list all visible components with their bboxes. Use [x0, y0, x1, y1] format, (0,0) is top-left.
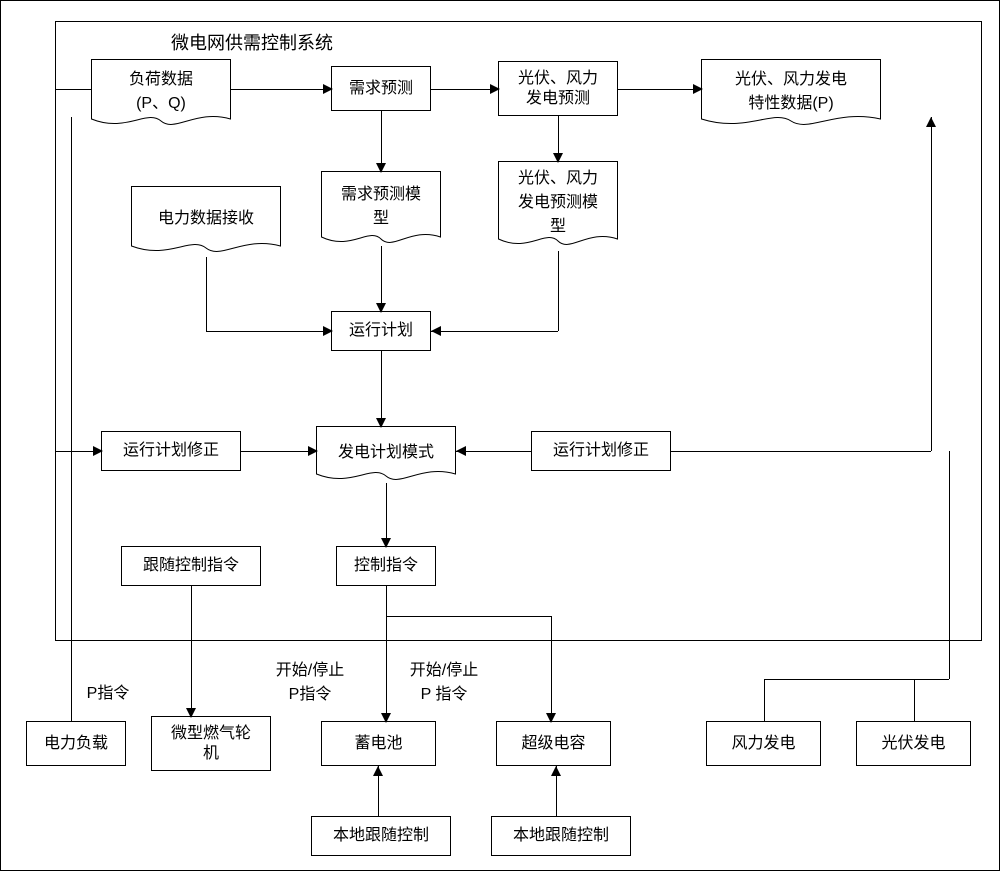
edge-e-precv-down: [206, 257, 207, 331]
node-text-follow_cmd: 跟随控制指令: [143, 556, 239, 576]
edge-e-pvmodel-left: [431, 331, 558, 332]
edge-e-plan-down: [381, 351, 382, 426]
node-text-pv_gen: 光伏发电: [881, 734, 945, 754]
edge-e-demand-to-pvf: [431, 89, 498, 90]
node-text-demand_model: 需求预测模 型: [321, 171, 441, 237]
node-text-local_follow2: 本地跟随控制: [513, 826, 609, 846]
arrow-e-ctrl-sc-down: [546, 713, 556, 723]
edge-e-wind-up: [764, 679, 765, 721]
system-title: 微电网供需控制系统: [171, 29, 333, 55]
arrow-e-dmodel-down: [376, 303, 386, 313]
node-power_recv: 电力数据接收: [131, 186, 281, 258]
node-wind_gen: 风力发电: [706, 721, 821, 766]
arrow-e-frame-to-pfl: [93, 446, 103, 456]
edge-e-ctrl-hsplit: [386, 616, 551, 617]
edge-e-ctrl-sc-down: [551, 616, 552, 721]
node-text-gen_mode: 发电计划模式: [316, 426, 456, 474]
arrow-e-demand-to-pvf: [490, 84, 500, 94]
edge-e-pvf-to-pvdata: [618, 89, 701, 90]
node-text-wind_gen: 风力发电: [731, 734, 795, 754]
edge-e-pfl-to-gen: [241, 451, 316, 452]
arrow-e-pfl-to-gen: [308, 446, 318, 456]
edge-e-ctrl-down: [386, 586, 387, 721]
label-p_cmd_label: P指令: [78, 679, 138, 703]
edge-e-precv-right: [206, 331, 331, 332]
arrow-e-follow-down: [186, 708, 196, 718]
node-pv_gen: 光伏发电: [856, 721, 971, 766]
edge-e-load-data-to-left: [56, 89, 91, 90]
node-text-supercap: 超级电容: [521, 734, 585, 754]
label-start_p1: 开始/停止 P指令: [265, 656, 355, 704]
node-text-ctrl_cmd: 控制指令: [354, 556, 418, 576]
node-demand_forecast: 需求预测: [331, 66, 431, 111]
edge-e-pfr-to-gen: [456, 451, 531, 452]
stage: 微电网供需控制系统 负荷数据 (P、Q) 需求预测 光伏、风力 发电预测 光伏、风力发…: [0, 0, 1000, 871]
node-text-gas_turbine: 微型燃气轮 机: [171, 724, 251, 764]
arrow-e-precv-right: [323, 326, 333, 336]
arrow-e-pfr-to-frame-b: [926, 117, 936, 127]
node-demand_model: 需求预测模 型: [321, 171, 441, 249]
node-text-load_data: 负荷数据 (P、Q): [91, 59, 231, 119]
edge-e-pfr-to-frame-b: [931, 117, 932, 451]
node-pv_wind_forecast: 光伏、风力 发电预测: [498, 61, 618, 116]
arrow-e-demand-down1: [376, 163, 386, 173]
edge-e-follow-down: [191, 586, 192, 716]
edge-e-pvmodel-down: [558, 251, 559, 331]
arrow-e-pvf-down1: [553, 153, 563, 163]
node-text-local_follow1: 本地跟随控制: [333, 826, 429, 846]
node-text-elec_load: 电力负载: [44, 734, 108, 754]
node-plan_fix_left: 运行计划修正: [101, 431, 241, 471]
edge-e-load-to-demand: [231, 89, 331, 90]
node-ctrl_cmd: 控制指令: [336, 546, 436, 586]
node-plan_fix_right: 运行计划修正: [531, 431, 671, 471]
node-elec_load: 电力负载: [26, 721, 126, 766]
node-text-battery: 蓄电池: [354, 734, 402, 754]
arrow-e-pvmodel-left: [431, 326, 441, 336]
node-gen_mode: 发电计划模式: [316, 426, 456, 486]
node-text-pv_wind_forecast: 光伏、风力 发电预测: [518, 69, 598, 109]
node-pv_wind_data: 光伏、风力发电 特性数据(P): [701, 59, 881, 131]
node-text-demand_forecast: 需求预测: [349, 79, 413, 99]
edge-e-gen-down: [386, 483, 387, 546]
node-text-plan: 运行计划: [349, 321, 413, 341]
arrow-e-ctrl-down: [381, 713, 391, 723]
node-text-plan_fix_right: 运行计划修正: [553, 441, 649, 461]
node-supercap: 超级电容: [496, 721, 611, 766]
edge-e-pv-up: [914, 679, 915, 721]
node-text-plan_fix_left: 运行计划修正: [123, 441, 219, 461]
arrow-e-pvf-to-pvdata: [693, 84, 703, 94]
node-text-pv_wind_data: 光伏、风力发电 特性数据(P): [701, 59, 881, 119]
arrow-e-plan-down: [376, 418, 386, 428]
arrow-e-lf1-up: [373, 766, 383, 776]
arrow-e-lf2-up: [551, 766, 561, 776]
node-pv_wind_model: 光伏、风力 发电预测模 型: [498, 161, 618, 251]
node-text-power_recv: 电力数据接收: [131, 186, 281, 246]
edge-e-demand-down1: [381, 111, 382, 171]
node-local_follow1: 本地跟随控制: [311, 816, 451, 856]
edge-e-wp-to-frame: [949, 451, 950, 679]
arrow-e-gen-down: [381, 538, 391, 548]
node-battery: 蓄电池: [321, 721, 436, 766]
edge-e-pfr-to-frame-a: [671, 451, 931, 452]
arrow-e-pfr-to-gen: [456, 446, 466, 456]
label-start_p2: 开始/停止 P 指令: [399, 656, 489, 704]
node-text-pv_wind_model: 光伏、风力 发电预测模 型: [498, 161, 618, 239]
arrow-e-load-to-demand: [323, 84, 333, 94]
edge-e-pcmd-down: [71, 117, 72, 721]
node-gas_turbine: 微型燃气轮 机: [151, 716, 271, 771]
node-local_follow2: 本地跟随控制: [491, 816, 631, 856]
node-plan: 运行计划: [331, 311, 431, 351]
edge-e-wp-merge: [764, 679, 949, 680]
edge-e-dmodel-down: [381, 246, 382, 311]
node-follow_cmd: 跟随控制指令: [121, 546, 261, 586]
node-load_data: 负荷数据 (P、Q): [91, 59, 231, 131]
